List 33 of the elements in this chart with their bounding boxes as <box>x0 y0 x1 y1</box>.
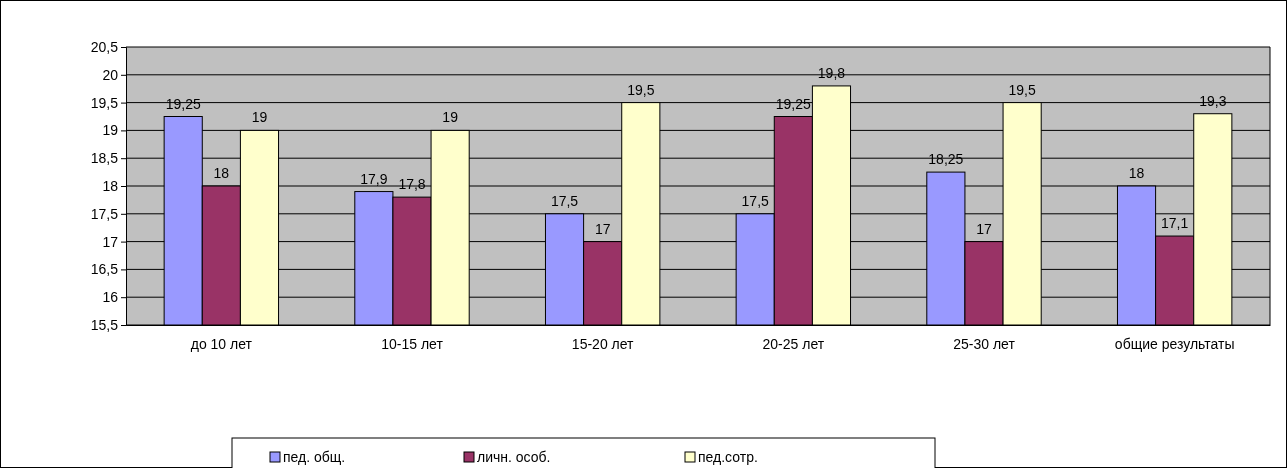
data-label: 19,5 <box>1008 81 1036 98</box>
data-label: 19 <box>442 109 459 126</box>
data-label: 19,5 <box>627 81 655 98</box>
data-label: 17,5 <box>550 192 579 209</box>
y-tick-label: 16 <box>102 289 119 306</box>
legend-label: пед.сотр. <box>698 449 758 465</box>
legend-label: пед. общ. <box>283 449 346 465</box>
data-label: 17,1 <box>1161 215 1189 232</box>
y-tick-label: 16,5 <box>90 261 119 278</box>
x-tick-label: 25-30 лет <box>953 335 1016 352</box>
data-label: 18 <box>1128 165 1145 181</box>
x-tick-label: общие результаты <box>1114 335 1235 352</box>
data-label: 17 <box>976 220 992 237</box>
x-tick-label: 20-25 лет <box>762 335 825 352</box>
y-tick-label: 20 <box>102 66 119 83</box>
x-tick-label: 15-20 лет <box>571 335 635 352</box>
y-tick-label: 18 <box>102 177 119 194</box>
x-tick-label: 10-15 лет <box>381 335 444 352</box>
y-tick-label: 20,5 <box>90 38 119 55</box>
y-tick-label: 18,5 <box>90 150 119 167</box>
data-label: 18 <box>213 165 230 181</box>
data-label: 17,8 <box>398 176 426 193</box>
data-label: 17 <box>594 220 611 237</box>
data-label: 19 <box>251 109 268 126</box>
legend-label: личн. особ. <box>477 449 551 465</box>
x-tick-label: до 10 лет <box>190 335 253 352</box>
y-tick-label: 17,5 <box>90 205 119 222</box>
data-label: 17,9 <box>360 170 388 187</box>
y-tick-label: 19,5 <box>90 94 119 111</box>
data-label: 17,5 <box>741 192 770 209</box>
y-tick-label: 19 <box>102 122 119 139</box>
y-tick-label: 15,5 <box>90 316 119 333</box>
y-tick-label: 17 <box>102 233 119 250</box>
